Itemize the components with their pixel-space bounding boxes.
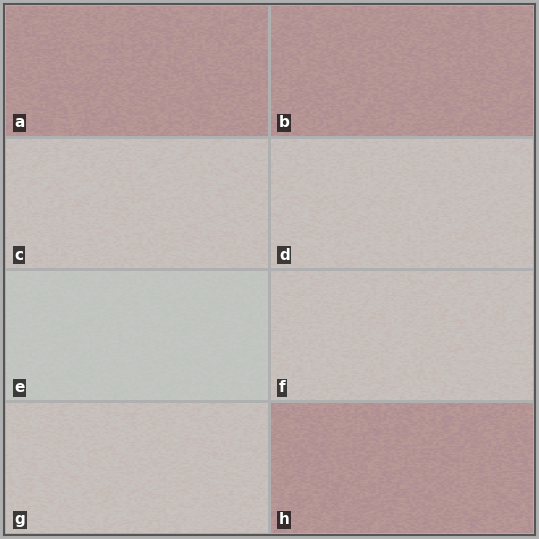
Text: h: h — [279, 513, 290, 527]
Text: c: c — [15, 248, 23, 262]
Text: g: g — [15, 513, 25, 527]
Text: e: e — [15, 380, 25, 395]
Text: d: d — [279, 248, 289, 262]
Text: b: b — [279, 115, 290, 130]
Text: a: a — [15, 115, 25, 130]
Text: f: f — [279, 380, 286, 395]
